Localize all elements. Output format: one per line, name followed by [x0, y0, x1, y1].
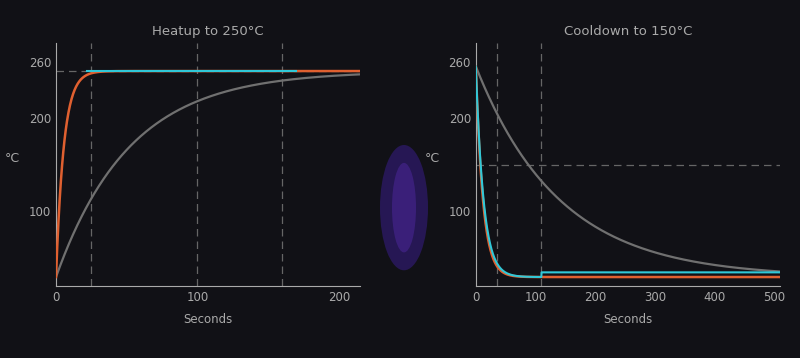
Title: Heatup to 250°C: Heatup to 250°C	[152, 25, 264, 38]
Ellipse shape	[392, 163, 416, 252]
Title: Cooldown to 150°C: Cooldown to 150°C	[564, 25, 692, 38]
X-axis label: Seconds: Seconds	[183, 313, 233, 325]
Ellipse shape	[380, 145, 428, 270]
X-axis label: Seconds: Seconds	[603, 313, 653, 325]
Y-axis label: °C: °C	[5, 152, 20, 165]
Y-axis label: °C: °C	[424, 152, 439, 165]
